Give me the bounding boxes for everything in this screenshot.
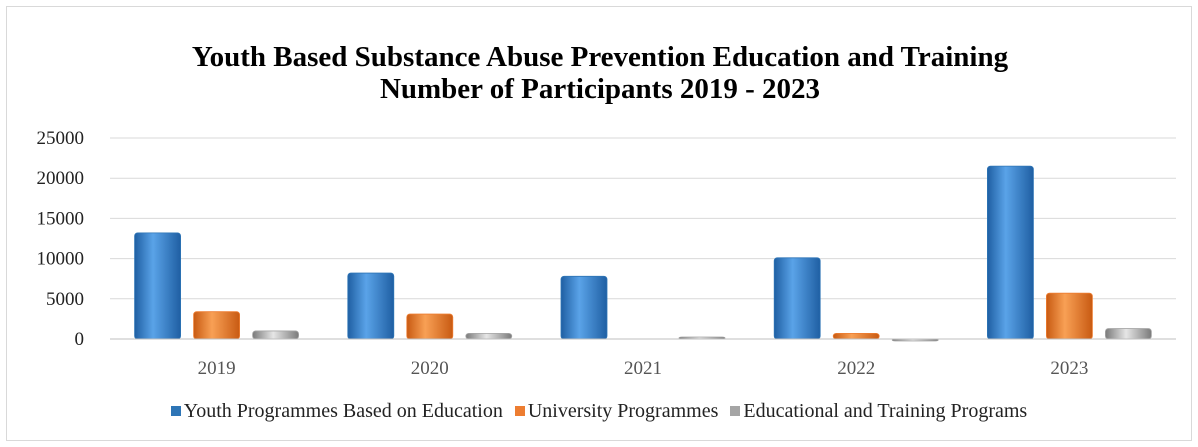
y-tick-label: 25000 <box>37 128 85 149</box>
legend-label: Educational and Training Programs <box>743 400 1028 422</box>
x-axis: 2019 2020 2021 2022 2023 <box>110 338 1176 379</box>
x-tick-label: 2020 <box>411 358 449 379</box>
x-tick-label: 2022 <box>837 358 875 379</box>
legend-swatch <box>170 406 181 416</box>
bar-2023-series-2 <box>1046 292 1093 340</box>
y-tick-label: 15000 <box>37 208 85 229</box>
legend-swatch <box>730 406 741 416</box>
x-tick-label: 2023 <box>1050 358 1088 379</box>
y-axis: 0 5000 10000 15000 20000 25000 <box>37 128 85 350</box>
bar-2021-series-1 <box>560 275 608 340</box>
legend-label: Youth Programmes Based on Education <box>183 400 503 422</box>
legend: Youth Programmes Based on Education Unive… <box>0 400 1198 423</box>
legend-item: Educational and Training Programs <box>730 400 1027 423</box>
chart-title-line-2: Number of Participants 2019 - 2023 <box>379 73 821 105</box>
bar-2020-series-2 <box>406 313 454 340</box>
bar-2019-series-1 <box>134 232 182 340</box>
bar-2022-series-1 <box>773 257 821 340</box>
bar-2019-series-2 <box>193 311 241 340</box>
bars <box>134 165 1152 342</box>
y-tick-label: 5000 <box>46 289 84 310</box>
bar-2023-series-3 <box>1105 328 1152 340</box>
y-tick-label: 0 <box>75 329 85 350</box>
bar-2020-series-1 <box>347 272 395 340</box>
chart-title-line-1: Youth Based Substance Abuse Prevention E… <box>191 41 1009 73</box>
legend-swatch <box>514 406 525 416</box>
legend-item: Youth Programmes Based on Education <box>170 400 503 423</box>
legend-item: University Programmes <box>514 400 719 423</box>
bar-2022-series-2 <box>832 332 880 340</box>
x-tick-label: 2021 <box>624 358 662 379</box>
x-tick-label: 2019 <box>198 358 236 379</box>
legend-label: University Programmes <box>527 400 719 422</box>
bar-2023-series-1 <box>987 165 1034 340</box>
chart-title: Youth Based Substance Abuse Prevention E… <box>7 41 1193 105</box>
bar-2020-series-3 <box>465 332 513 340</box>
bar-2019-series-3 <box>252 330 300 340</box>
y-tick-label: 20000 <box>37 168 85 189</box>
y-tick-label: 10000 <box>37 249 85 270</box>
